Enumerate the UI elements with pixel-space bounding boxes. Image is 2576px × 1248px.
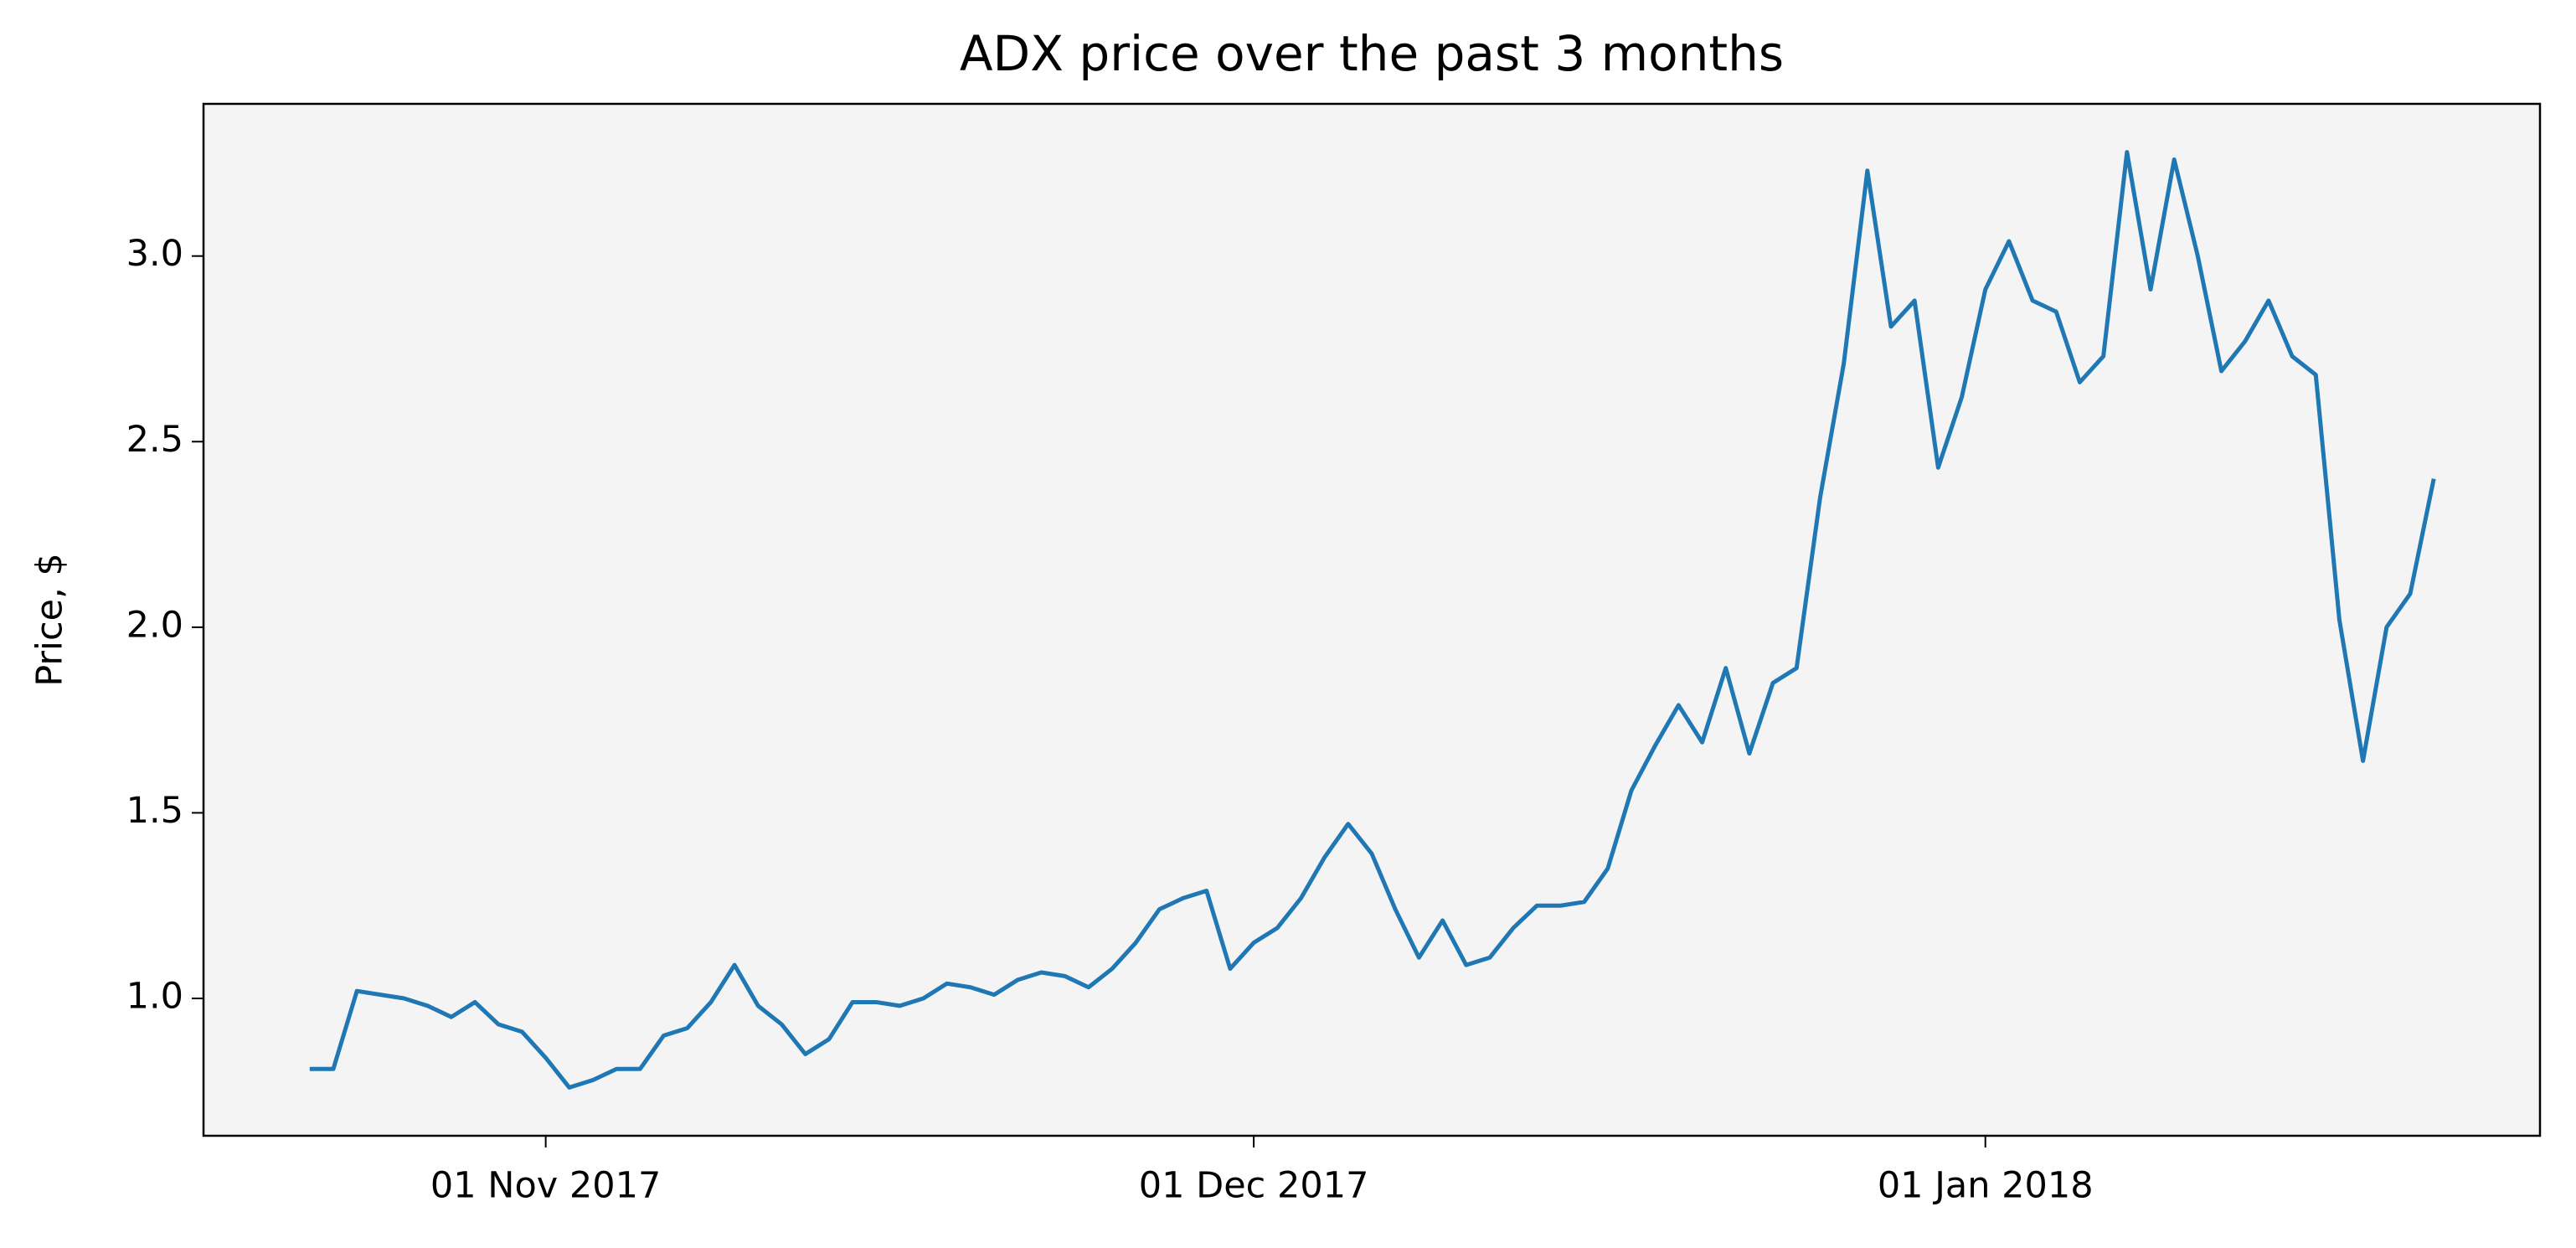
x-tick-label: 01 Dec 2017 — [1139, 1165, 1369, 1207]
y-tick-label: 1.0 — [126, 976, 183, 1018]
plot-frame — [202, 102, 2542, 1137]
y-axis-label: Price, $ — [29, 553, 71, 687]
y-tick-label: 3.0 — [126, 233, 183, 275]
plot-background — [204, 104, 2540, 1136]
price-line — [309, 150, 2436, 1090]
chart-title: ADX price over the past 3 months — [960, 25, 1784, 82]
x-tick-label: 01 Nov 2017 — [430, 1165, 661, 1207]
y-tick-label: 1.5 — [126, 790, 183, 832]
x-tick-label: 01 Jan 2018 — [1878, 1165, 2094, 1207]
y-tick-label: 2.5 — [126, 419, 183, 461]
y-tick-label: 2.0 — [126, 604, 183, 646]
